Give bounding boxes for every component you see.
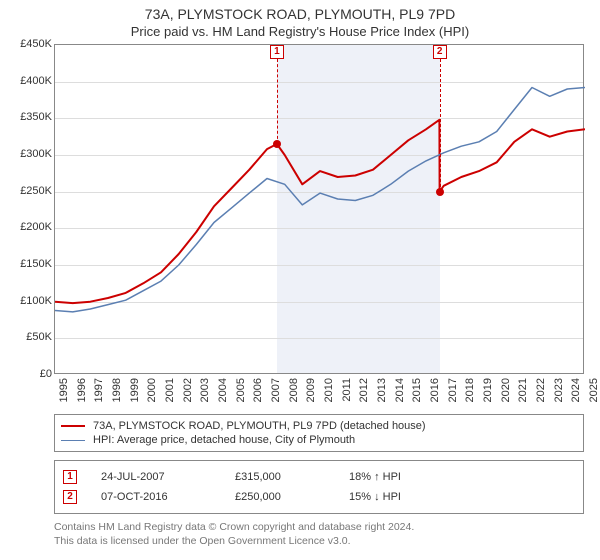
y-axis-label: £150K [2, 258, 52, 270]
transaction-marker-box: 1 [63, 470, 77, 484]
x-axis-label: 2016 [429, 378, 441, 402]
transaction-price: £250,000 [235, 491, 325, 503]
legend-row: 73A, PLYMSTOCK ROAD, PLYMOUTH, PL9 7PD (… [61, 419, 577, 433]
transaction-marker-box: 2 [63, 490, 77, 504]
marker-dot [273, 140, 281, 148]
x-axis-label: 2002 [182, 378, 194, 402]
y-axis-label: £350K [2, 111, 52, 123]
plot-region: 12 [54, 44, 584, 374]
x-axis-label: 2011 [341, 378, 353, 402]
x-axis-label: 2024 [570, 378, 582, 402]
legend-row: HPI: Average price, detached house, City… [61, 433, 577, 447]
y-axis-label: £450K [2, 38, 52, 50]
transaction-hpi-delta: 15% ↓ HPI [349, 491, 401, 503]
x-axis-label: 2014 [394, 378, 406, 402]
x-axis-label: 2021 [517, 378, 529, 402]
x-axis-label: 1995 [58, 378, 70, 402]
y-axis-label: £200K [2, 221, 52, 233]
x-axis-label: 2007 [270, 378, 282, 402]
series-line-property [55, 120, 585, 303]
x-axis-label: 2019 [482, 378, 494, 402]
y-axis-label: £0 [2, 368, 52, 380]
y-axis-label: £50K [2, 331, 52, 343]
chart-title-line1: 73A, PLYMSTOCK ROAD, PLYMOUTH, PL9 7PD [0, 0, 600, 22]
series-line-hpi [55, 88, 585, 312]
x-axis-label: 2013 [376, 378, 388, 402]
transaction-date: 07-OCT-2016 [101, 491, 211, 503]
x-axis-label: 1999 [129, 378, 141, 402]
x-axis-label: 2005 [235, 378, 247, 402]
x-axis-label: 2006 [252, 378, 264, 402]
x-axis-label: 2017 [447, 378, 459, 402]
marker-vline [440, 59, 441, 192]
x-axis-label: 2018 [464, 378, 476, 402]
x-axis-label: 2000 [146, 378, 158, 402]
chart-title-line2: Price paid vs. HM Land Registry's House … [0, 22, 600, 43]
marker-label-box: 2 [433, 45, 447, 59]
transaction-row: 1 24-JUL-2007 £315,000 18% ↑ HPI [63, 467, 575, 487]
legend-swatch [61, 425, 85, 427]
x-axis-label: 2009 [305, 378, 317, 402]
x-axis-label: 2015 [411, 378, 423, 402]
x-axis-label: 2008 [288, 378, 300, 402]
marker-vline [277, 59, 278, 144]
x-axis-label: 1996 [76, 378, 88, 402]
attribution-footer: Contains HM Land Registry data © Crown c… [54, 520, 414, 548]
marker-dot [436, 188, 444, 196]
footer-line-1: Contains HM Land Registry data © Crown c… [54, 520, 414, 534]
legend-swatch [61, 440, 85, 441]
x-axis-label: 1997 [93, 378, 105, 402]
x-axis-label: 2012 [358, 378, 370, 402]
x-axis-label: 2001 [164, 378, 176, 402]
legend-label: HPI: Average price, detached house, City… [93, 434, 355, 446]
line-layer [55, 45, 585, 375]
chart-area: 12 £0£50K£100K£150K£200K£250K£300K£350K£… [8, 44, 592, 404]
x-axis-label: 2023 [553, 378, 565, 402]
x-axis-label: 1998 [111, 378, 123, 402]
x-axis-label: 2022 [535, 378, 547, 402]
transactions-legend: 1 24-JUL-2007 £315,000 18% ↑ HPI 2 07-OCT-201… [54, 460, 584, 514]
series-legend: 73A, PLYMSTOCK ROAD, PLYMOUTH, PL9 7PD (… [54, 414, 584, 452]
y-axis-label: £100K [2, 295, 52, 307]
legend-label: 73A, PLYMSTOCK ROAD, PLYMOUTH, PL9 7PD (… [93, 420, 426, 432]
x-axis-label: 2004 [217, 378, 229, 402]
y-axis-label: £250K [2, 185, 52, 197]
transaction-price: £315,000 [235, 471, 325, 483]
y-axis-label: £400K [2, 75, 52, 87]
transaction-row: 2 07-OCT-2016 £250,000 15% ↓ HPI [63, 487, 575, 507]
transaction-hpi-delta: 18% ↑ HPI [349, 471, 401, 483]
x-axis-label: 2003 [199, 378, 211, 402]
x-axis-label: 2010 [323, 378, 335, 402]
footer-line-2: This data is licensed under the Open Gov… [54, 534, 414, 548]
marker-label-box: 1 [270, 45, 284, 59]
transaction-date: 24-JUL-2007 [101, 471, 211, 483]
y-axis-label: £300K [2, 148, 52, 160]
x-axis-label: 2025 [588, 378, 600, 402]
x-axis-label: 2020 [500, 378, 512, 402]
